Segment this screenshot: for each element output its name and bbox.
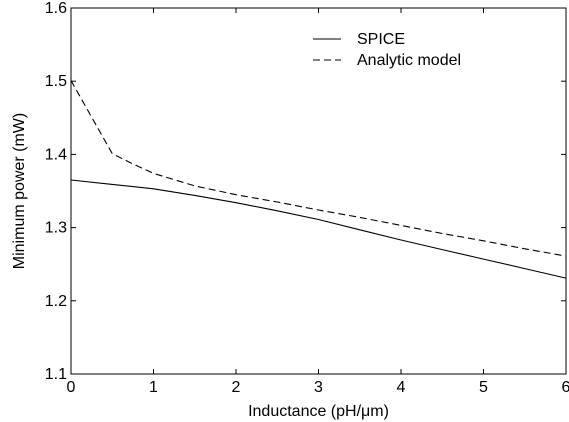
y-tick-label: 1.5 <box>45 73 67 90</box>
x-tick-label: 3 <box>314 379 323 396</box>
x-tick-label: 2 <box>232 379 241 396</box>
x-tick-label: 4 <box>397 379 406 396</box>
x-tick-label: 6 <box>562 379 569 396</box>
y-tick-label: 1.4 <box>45 146 67 163</box>
x-tick-label: 0 <box>67 379 76 396</box>
legend-label: Analytic model <box>357 52 461 69</box>
series-layer <box>70 80 567 279</box>
legend-label: SPICE <box>357 31 405 48</box>
y-tick-label: 1.6 <box>45 0 67 17</box>
x-tick-label: 1 <box>149 379 158 396</box>
series-line <box>70 80 567 257</box>
y-tick-label: 1.2 <box>45 293 67 310</box>
y-tick-label: 1.3 <box>45 220 67 237</box>
y-tick-label: 1.1 <box>45 366 67 383</box>
series-line <box>70 179 567 279</box>
ticks-layer: 0 1 2 3 4 5 6 1.1 1.2 1.3 1.4 1.5 1.6 <box>45 0 569 396</box>
x-axis-title: Inductance (pH/μm) <box>248 403 389 420</box>
y-axis-title: Minimum power (mW) <box>11 113 28 269</box>
legend: SPICE Analytic model <box>313 31 461 69</box>
plot-area <box>70 7 567 375</box>
x-tick-label: 5 <box>479 379 488 396</box>
plot-frame <box>70 7 567 375</box>
